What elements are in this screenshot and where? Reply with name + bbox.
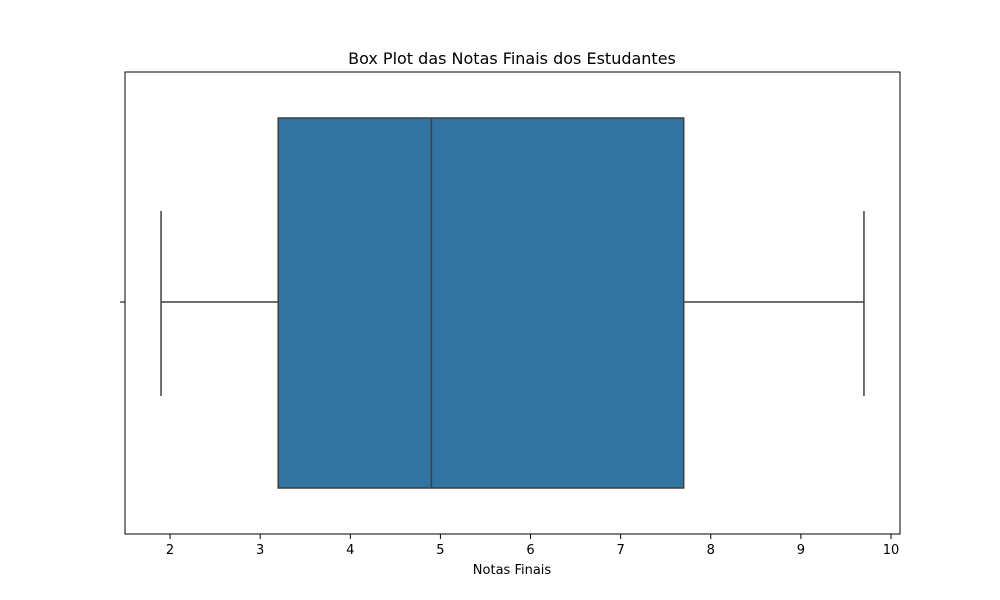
x-axis: 2 3 4 5 6 7 8 9 10 (166, 534, 899, 558)
plot-area (124, 71, 901, 535)
x-tick-label: 8 (707, 543, 715, 558)
x-tick-label: 9 (797, 543, 805, 558)
x-tick-label: 10 (883, 543, 900, 558)
x-tick-label: 6 (526, 543, 534, 558)
x-tick-label: 3 (256, 543, 264, 558)
x-tick-label: 5 (436, 543, 444, 558)
interquartile-box (277, 117, 685, 489)
x-tick-label: 2 (166, 543, 174, 558)
x-axis-label: Notas Finais (473, 563, 552, 578)
chart-title: Box Plot das Notas Finais dos Estudantes (348, 49, 676, 68)
plot-frame (124, 71, 901, 535)
x-tick-label: 4 (346, 543, 354, 558)
box-plot-series (160, 117, 865, 489)
x-tick-label: 7 (616, 543, 624, 558)
